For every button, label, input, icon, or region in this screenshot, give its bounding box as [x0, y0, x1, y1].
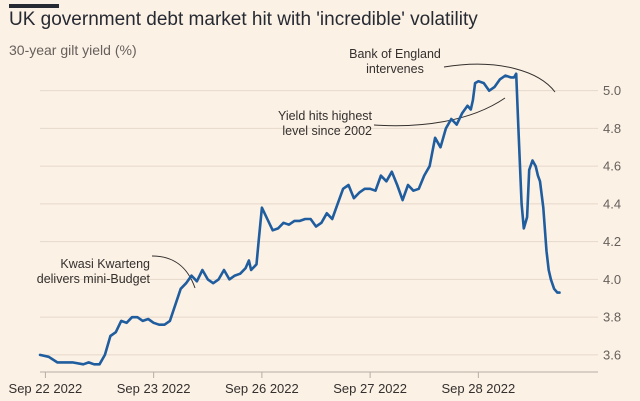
x-axis: Sep 22 2022 Sep 23 2022 Sep 26 2022 Sep 27 …	[9, 371, 598, 396]
annotation-line: Bank of England	[349, 47, 441, 61]
y-tick-label: 4.6	[603, 159, 621, 174]
annotation-line: Kwasi Kwarteng	[60, 257, 150, 271]
y-tick-label: 4.8	[603, 121, 621, 136]
x-tick-label: Sep 22 2022	[9, 381, 83, 396]
annotation-line: level since 2002	[282, 124, 372, 138]
y-tick-label: 4.0	[603, 272, 621, 287]
y-tick-label: 5.0	[603, 83, 621, 98]
series-group	[38, 72, 561, 366]
y-tick-label: 4.2	[603, 234, 621, 249]
chart-subtitle: 30-year gilt yield (%)	[9, 42, 137, 58]
annotation-bank-of-england: Bank of England intervenes	[349, 47, 441, 76]
annotation-leader-yield-highest	[373, 97, 506, 127]
annotation-yield-highest: Yield hits highest level since 2002	[278, 109, 373, 138]
series-line-gilt-yield	[38, 72, 561, 366]
y-tick-label: 3.6	[603, 347, 621, 362]
annotation-leader-mini-budget	[151, 255, 196, 289]
y-tick-label: 3.8	[603, 310, 621, 325]
gridlines	[40, 90, 598, 356]
annotations: Bank of England intervenes Yield hits high…	[37, 47, 441, 286]
annotation-line: Yield hits highest	[278, 109, 373, 123]
annotation-leader-bank-of-england	[443, 63, 556, 93]
x-tick-label: Sep 27 2022	[333, 381, 407, 396]
annotation-line: delivers mini-Budget	[37, 272, 151, 286]
x-tick-label: Sep 23 2022	[117, 381, 191, 396]
annotation-leaders	[151, 63, 556, 289]
annotation-mini-budget: Kwasi Kwarteng delivers mini-Budget	[37, 257, 151, 286]
title-rule	[9, 4, 59, 8]
x-tick-label: Sep 28 2022	[441, 381, 515, 396]
y-tick-label: 4.4	[603, 196, 621, 211]
annotation-line: intervenes	[366, 62, 424, 76]
chart-title: UK government debt market hit with 'incr…	[9, 9, 478, 30]
y-axis-ticks: 3.6 3.8 4.0 4.2 4.4 4.6 4.8 5.0	[603, 83, 621, 362]
x-tick-label: Sep 26 2022	[225, 381, 299, 396]
